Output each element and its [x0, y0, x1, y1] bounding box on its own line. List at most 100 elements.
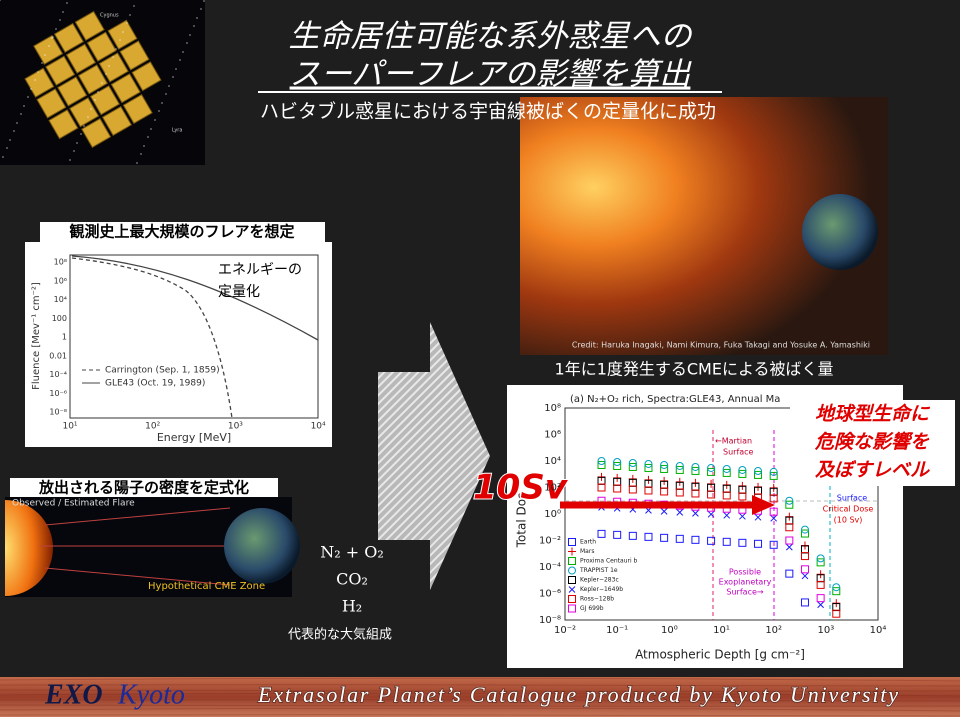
star — [73, 150, 75, 152]
composition: CO₂ — [336, 570, 368, 589]
dose-plot — [564, 407, 879, 621]
marker — [707, 536, 716, 545]
flow-arrow — [378, 322, 490, 590]
marker — [597, 460, 606, 469]
star — [23, 105, 25, 107]
footer-bar — [0, 677, 960, 717]
y-tick-label: 10⁶ — [54, 276, 67, 285]
legend-label: Ross−128b — [580, 596, 614, 603]
x-tick-label: 10⁴ — [870, 625, 887, 636]
marker — [568, 538, 576, 546]
ccd-tile — [33, 34, 64, 65]
star — [0, 0, 1, 1]
x-tick-label: 10² — [145, 422, 160, 432]
star — [69, 159, 71, 161]
y-tick-label: 10⁻² — [539, 536, 561, 547]
warning: 危険な影響を — [814, 431, 930, 453]
star — [97, 91, 99, 93]
star — [122, 31, 124, 33]
marker — [769, 471, 778, 480]
marker — [568, 547, 576, 556]
legend-label: Kepler−283c — [580, 577, 619, 584]
dose-callout: 10Sv — [473, 468, 569, 508]
marker — [832, 583, 841, 592]
marker — [785, 543, 793, 551]
marker — [738, 538, 747, 547]
x-tick-label: 10⁻² — [554, 625, 576, 636]
x-tick-label: 10² — [765, 625, 782, 636]
x-tick-label: 10⁴ — [311, 422, 326, 432]
ccd-tile — [57, 76, 88, 107]
annotation: (10 Sv) — [834, 516, 863, 525]
star — [150, 128, 152, 130]
caption-bg — [40, 222, 325, 242]
star — [165, 93, 167, 95]
annotation: Surface — [837, 494, 868, 503]
annotation: Surface→ — [726, 588, 763, 597]
grain-line — [0, 714, 960, 717]
star — [136, 162, 138, 164]
x-tick-label: 10¹ — [62, 422, 77, 432]
marker — [675, 461, 684, 470]
planet — [802, 194, 878, 270]
marker — [817, 601, 824, 609]
kepler-label: Lyra — [172, 128, 182, 134]
kepler-label: Cygnus — [100, 13, 119, 19]
marker — [644, 486, 653, 495]
star — [168, 85, 170, 87]
legend-label: Mars — [580, 548, 594, 555]
cme-zone-lines — [40, 507, 231, 586]
warning: 及ぼすレベル — [815, 459, 930, 481]
cme-sun — [5, 500, 53, 596]
annotation: Surface — [723, 448, 754, 457]
ccd-tile — [77, 64, 108, 95]
y-axis-label: Fluence [Mev⁻¹ cm⁻²] — [31, 282, 42, 390]
annotation: Possible — [729, 568, 761, 577]
star — [9, 139, 11, 141]
x-tick-label: 10³ — [228, 422, 243, 432]
ccd-tile — [107, 19, 138, 50]
marker — [785, 536, 794, 545]
marker — [568, 595, 576, 603]
star — [80, 133, 82, 135]
star — [90, 108, 92, 110]
marker — [613, 457, 622, 466]
caption-bg — [10, 478, 278, 497]
star — [182, 51, 184, 53]
star — [55, 28, 57, 30]
y-tick-label: 10⁸ — [54, 258, 67, 267]
marker — [816, 594, 825, 603]
logo: EXO — [44, 679, 103, 710]
y-tick-label: 10⁸ — [544, 403, 561, 414]
star — [158, 110, 160, 112]
star — [115, 48, 117, 50]
composition: H₂ — [342, 597, 362, 616]
star — [108, 65, 110, 67]
star — [203, 0, 205, 2]
star — [62, 11, 64, 13]
star — [87, 116, 89, 118]
star — [59, 19, 61, 21]
star — [16, 122, 18, 124]
star — [112, 56, 114, 58]
marker — [707, 510, 715, 518]
x-tick-label: 10¹ — [713, 625, 730, 636]
x-axis-label: Energy [MeV] — [157, 431, 231, 444]
ccd-tile — [65, 43, 96, 74]
marker — [800, 525, 809, 534]
star — [143, 145, 145, 147]
marker — [691, 462, 700, 471]
x-tick-label: 10³ — [817, 625, 834, 636]
title: 生命居住可能な系外惑星への — [289, 19, 694, 55]
star — [6, 147, 8, 149]
y-tick-label: 10⁴ — [544, 456, 561, 467]
y-tick-label: 10⁻⁴ — [539, 562, 561, 573]
star — [34, 79, 36, 81]
marker — [675, 465, 684, 474]
star — [94, 99, 96, 101]
marker — [769, 467, 778, 476]
marker — [739, 512, 746, 520]
star — [140, 153, 142, 155]
